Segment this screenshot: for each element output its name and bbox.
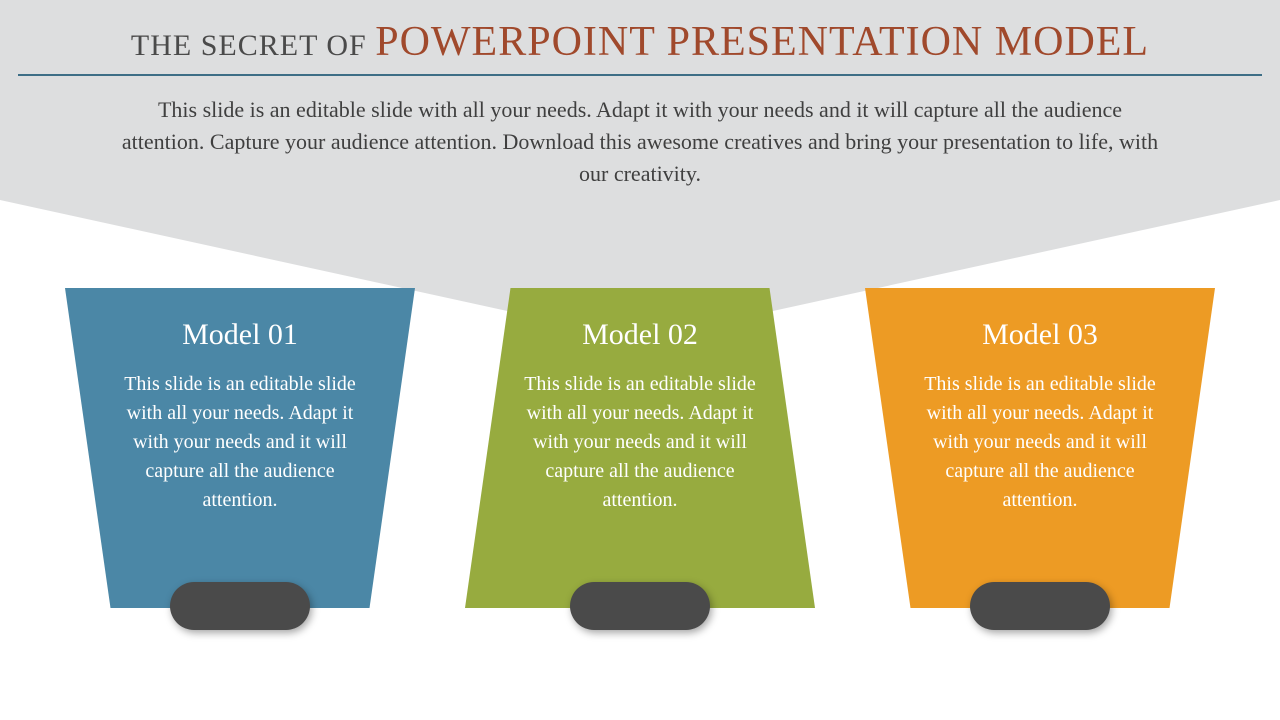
card-title: Model 01 [113,318,367,352]
card-content: Model 03 This slide is an editable slide… [865,288,1215,608]
card-pill [170,582,310,630]
card-body: This slide is an editable slide with all… [913,370,1167,515]
card-content: Model 02 This slide is an editable slide… [465,288,815,608]
card-model-03: Model 03 This slide is an editable slide… [865,288,1215,648]
card-model-01: Model 01 This slide is an editable slide… [65,288,415,648]
slide-title: THE SECRET OF POWERPOINT PRESENTATION MO… [0,18,1280,66]
card-body: This slide is an editable slide with all… [113,370,367,515]
title-main: POWERPOINT PRESENTATION MODEL [375,19,1149,65]
card-content: Model 01 This slide is an editable slide… [65,288,415,608]
card-title: Model 03 [913,318,1167,352]
cards-row: Model 01 This slide is an editable slide… [0,288,1280,688]
slide-subtitle: This slide is an editable slide with all… [120,94,1160,190]
title-underline [18,74,1262,76]
slide: THE SECRET OF POWERPOINT PRESENTATION MO… [0,0,1280,720]
card-pill [970,582,1110,630]
card-body: This slide is an editable slide with all… [513,370,767,515]
card-pill [570,582,710,630]
card-model-02: Model 02 This slide is an editable slide… [465,288,815,648]
title-prefix: THE SECRET OF [131,29,375,62]
card-title: Model 02 [513,318,767,352]
